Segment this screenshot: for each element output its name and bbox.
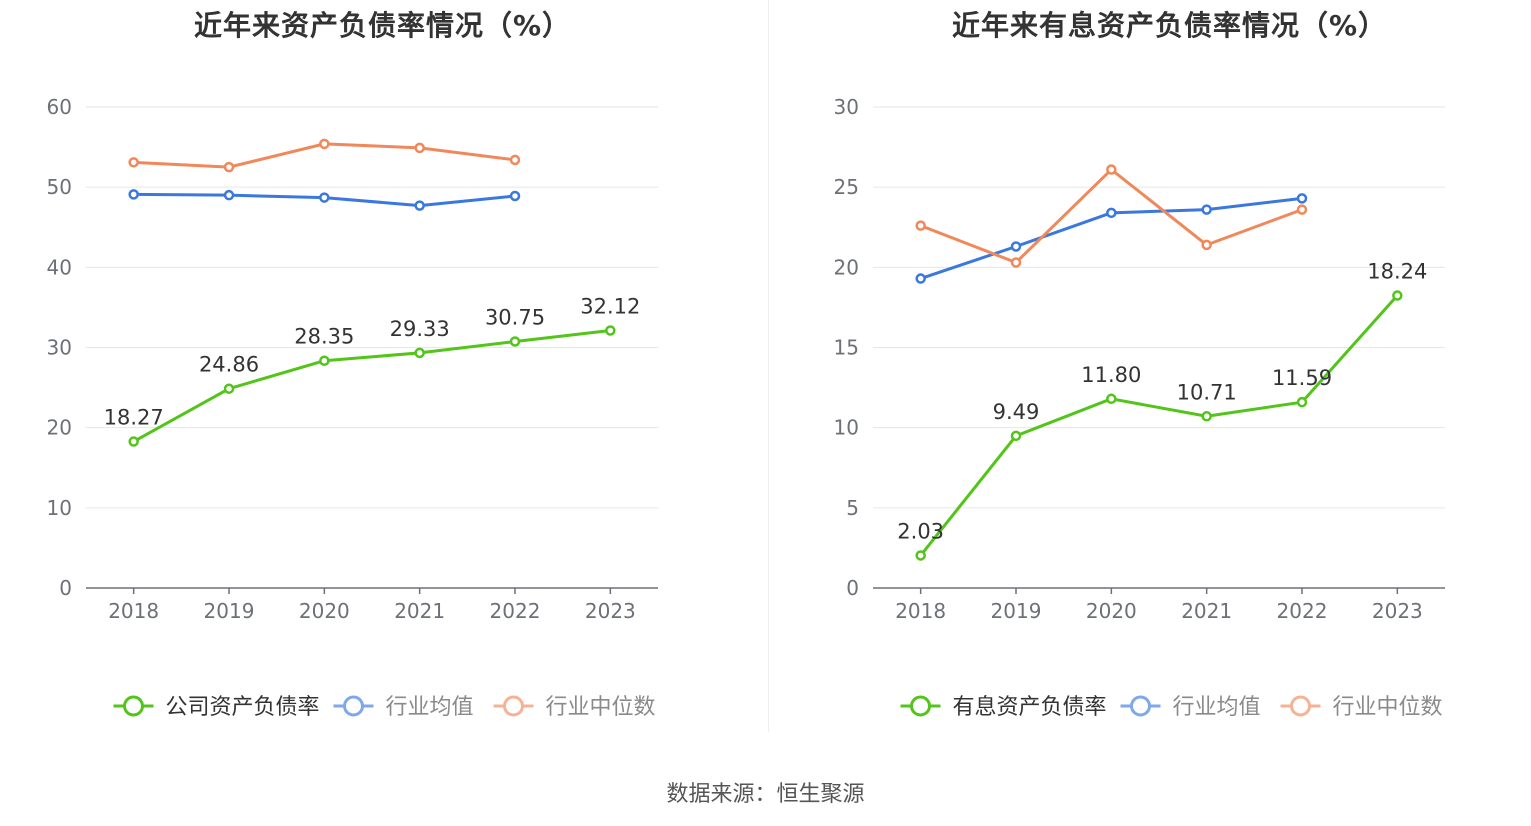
data-label: 18.27 xyxy=(104,406,164,430)
y-tick-label: 10 xyxy=(47,496,72,520)
legend-marker xyxy=(910,695,931,717)
data-label: 10.71 xyxy=(1177,380,1237,404)
x-tick-label: 2022 xyxy=(1277,599,1328,623)
legend-label: 行业中位数 xyxy=(546,695,656,720)
data-point xyxy=(319,355,330,366)
x-tick-label: 2023 xyxy=(585,599,636,623)
y-tick-label: 30 xyxy=(834,95,859,119)
data-point xyxy=(128,157,139,168)
data-point xyxy=(414,347,425,359)
data-point xyxy=(414,142,425,154)
chart-plot: 0 5 10 15 20 25 30 2018 2019 2020 2021 2022 2023 2.03… xyxy=(834,95,1445,720)
legend-marker xyxy=(343,695,364,717)
legend-marker xyxy=(123,695,144,717)
data-point xyxy=(128,436,139,447)
x-tick-label: 2021 xyxy=(394,599,445,623)
data-label: 9.49 xyxy=(993,400,1040,424)
legend-marker xyxy=(503,695,524,717)
y-tick-label: 5 xyxy=(846,496,859,520)
data-point xyxy=(1201,204,1212,215)
y-tick-label: 15 xyxy=(834,336,859,360)
data-point xyxy=(1106,207,1117,219)
legend-label: 行业均值 xyxy=(386,695,474,720)
data-point xyxy=(1392,290,1403,301)
data-label: 30.75 xyxy=(485,305,545,329)
data-label: 29.33 xyxy=(390,317,450,341)
panel-divider xyxy=(768,0,769,732)
x-tick-label: 2018 xyxy=(108,599,159,623)
y-tick-label: 10 xyxy=(834,416,859,440)
data-label: 18.24 xyxy=(1367,260,1427,284)
x-tick-label: 2023 xyxy=(1372,599,1423,623)
data-point xyxy=(1296,204,1308,215)
data-label: 28.35 xyxy=(294,325,354,349)
data-point xyxy=(1010,430,1022,442)
x-tick-label: 2019 xyxy=(204,599,255,623)
data-point xyxy=(915,220,926,231)
x-tick-label: 2018 xyxy=(895,599,946,623)
data-point xyxy=(1010,257,1022,268)
y-tick-label: 40 xyxy=(47,255,72,279)
y-tick-label: 0 xyxy=(59,576,72,600)
data-point xyxy=(1296,193,1308,204)
series-line xyxy=(919,294,1399,557)
y-tick-label: 20 xyxy=(834,255,859,279)
x-tick-label: 2021 xyxy=(1181,599,1232,623)
data-point xyxy=(915,273,926,284)
legend-marker xyxy=(1130,695,1151,717)
data-label: 11.80 xyxy=(1081,363,1141,387)
legend-label: 行业中位数 xyxy=(1333,695,1443,720)
x-tick-label: 2020 xyxy=(299,599,350,623)
data-point xyxy=(509,190,521,202)
legend-label: 公司资产负债率 xyxy=(166,695,320,720)
chart-title: 近年来资产负债率情况（%） xyxy=(193,9,572,42)
data-point xyxy=(414,200,425,211)
data-source: 数据来源：恒生聚源 xyxy=(666,782,865,807)
data-point xyxy=(915,550,926,561)
legend-label: 有息资产负债率 xyxy=(953,695,1107,720)
data-point xyxy=(605,325,616,336)
legend-marker xyxy=(1290,695,1311,717)
data-point xyxy=(319,138,330,150)
y-tick-label: 50 xyxy=(47,175,72,199)
data-point xyxy=(1106,393,1117,405)
data-point xyxy=(1201,239,1212,251)
data-label: 24.86 xyxy=(199,353,259,377)
x-tick-label: 2022 xyxy=(490,599,541,623)
data-point xyxy=(1106,164,1117,175)
data-point xyxy=(319,192,330,203)
data-label: 2.03 xyxy=(897,519,944,543)
series-line xyxy=(132,329,611,443)
x-tick-label: 2019 xyxy=(991,599,1042,623)
chart-plot: 0 10 20 30 40 50 60 2018 2019 2020 2021 2022 2023 18.… xyxy=(47,95,658,720)
y-tick-label: 20 xyxy=(47,416,72,440)
data-point xyxy=(509,154,521,166)
data-label: 11.59 xyxy=(1272,366,1332,390)
x-tick-label: 2020 xyxy=(1086,599,1137,623)
y-tick-label: 0 xyxy=(846,576,859,600)
y-tick-label: 30 xyxy=(47,336,72,360)
legend-label: 行业均值 xyxy=(1173,695,1261,720)
data-point xyxy=(223,189,235,201)
data-point xyxy=(223,383,235,394)
data-point xyxy=(1010,241,1022,252)
data-point xyxy=(1201,411,1212,422)
y-tick-label: 25 xyxy=(834,175,859,199)
data-point xyxy=(223,161,235,173)
data-point xyxy=(128,189,139,200)
chart-panel-interest-bearing: 近年来有息资产负债率情况（%） 0 5 10 15 20 25 30 2018 2019 2020… xyxy=(787,0,1531,740)
chart-title: 近年来有息资产负债率情况（%） xyxy=(951,9,1388,42)
y-tick-label: 60 xyxy=(47,95,72,119)
data-point xyxy=(1296,396,1308,408)
data-point xyxy=(509,336,521,347)
data-label: 32.12 xyxy=(580,295,640,319)
chart-panel-asset-liability: 近年来资产负债率情况（%） 0 10 20 30 40 50 60 2018 2019 2020 2… xyxy=(0,0,765,740)
